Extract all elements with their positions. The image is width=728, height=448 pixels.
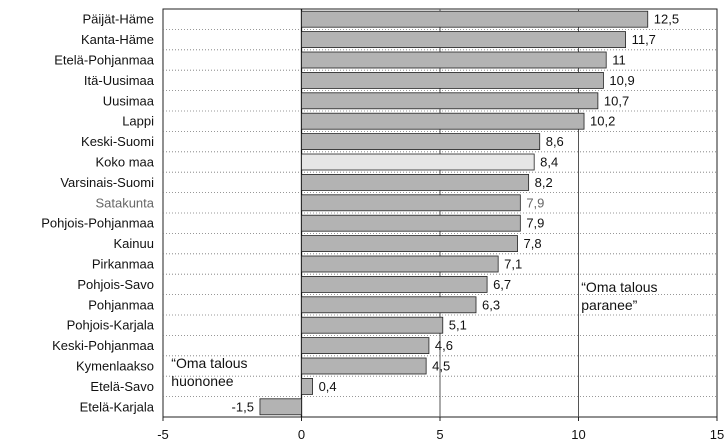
category-label: Keski-Pohjanmaa: [52, 338, 155, 353]
category-label: Pohjois-Savo: [77, 277, 154, 292]
category-label: Etelä-Pohjanmaa: [54, 53, 154, 68]
bar: [301, 296, 477, 314]
bar: [301, 235, 518, 253]
category-label: Etelä-Karjala: [80, 399, 155, 414]
x-tick-label: 15: [710, 427, 724, 442]
category-label: Kainuu: [114, 236, 154, 251]
bar: [301, 255, 499, 273]
bar: [301, 316, 444, 334]
bar: [301, 51, 607, 69]
bar: [301, 153, 535, 171]
category-label: Lappi: [122, 114, 154, 129]
bar: [301, 10, 649, 28]
category-label: Pohjois-Karjala: [67, 318, 155, 333]
value-label: 4,5: [432, 359, 450, 374]
category-label: Pirkanmaa: [92, 257, 155, 272]
category-label: Uusimaa: [103, 93, 155, 108]
value-label: 5,1: [449, 318, 467, 333]
bar: [259, 398, 302, 416]
category-label: Pohjois-Pohjanmaa: [41, 216, 155, 231]
bar: [301, 133, 541, 151]
value-label: 7,9: [526, 216, 544, 231]
annotation-text: “Oma talous: [581, 279, 657, 295]
category-label: Varsinais-Suomi: [60, 175, 154, 190]
value-label: -1,5: [232, 399, 254, 414]
value-label: 4,6: [435, 338, 453, 353]
bar: [301, 112, 585, 130]
value-label: 11,7: [632, 32, 656, 47]
value-label: 8,2: [535, 175, 553, 190]
x-tick-label: 0: [298, 427, 305, 442]
bar: [301, 173, 530, 191]
value-label: 6,7: [493, 277, 511, 292]
value-label: 6,3: [482, 297, 500, 312]
value-label: 10,7: [604, 93, 629, 108]
value-label: 10,9: [609, 73, 634, 88]
category-label: Itä-Uusimaa: [84, 73, 155, 88]
annotation-text: paranee”: [581, 297, 637, 313]
bar: [301, 92, 599, 110]
category-label: Koko maa: [95, 155, 154, 170]
x-tick-label: -5: [157, 427, 169, 442]
value-label: 8,4: [540, 155, 558, 170]
bar: [301, 275, 488, 293]
bar: [301, 31, 626, 49]
category-label: Kymenlaakso: [76, 359, 154, 374]
value-label: 8,6: [546, 134, 564, 149]
value-label: 7,1: [504, 257, 522, 272]
value-label: 7,9: [526, 195, 544, 210]
value-label: 0,4: [319, 379, 337, 394]
bar: [301, 72, 604, 89]
value-label: 12,5: [654, 12, 679, 27]
value-label: 7,8: [524, 236, 542, 251]
x-tick-label: 10: [571, 427, 585, 442]
category-label: Etelä-Savo: [90, 379, 154, 394]
category-label: Pohjanmaa: [88, 297, 155, 312]
category-label: Päijät-Häme: [82, 12, 154, 27]
annotation-text: huononee: [171, 373, 234, 389]
bar: [301, 337, 430, 355]
category-label: Keski-Suomi: [81, 134, 154, 149]
value-label: 10,2: [590, 114, 615, 129]
bar: [301, 357, 427, 375]
category-label: Kanta-Häme: [81, 32, 154, 47]
category-label: Satakunta: [95, 195, 154, 210]
bar: [301, 377, 313, 395]
bar: [301, 194, 521, 212]
value-label: 11: [612, 53, 626, 68]
bar: [301, 214, 521, 232]
annotation-text: “Oma talous: [171, 355, 247, 371]
x-tick-label: 5: [436, 427, 443, 442]
